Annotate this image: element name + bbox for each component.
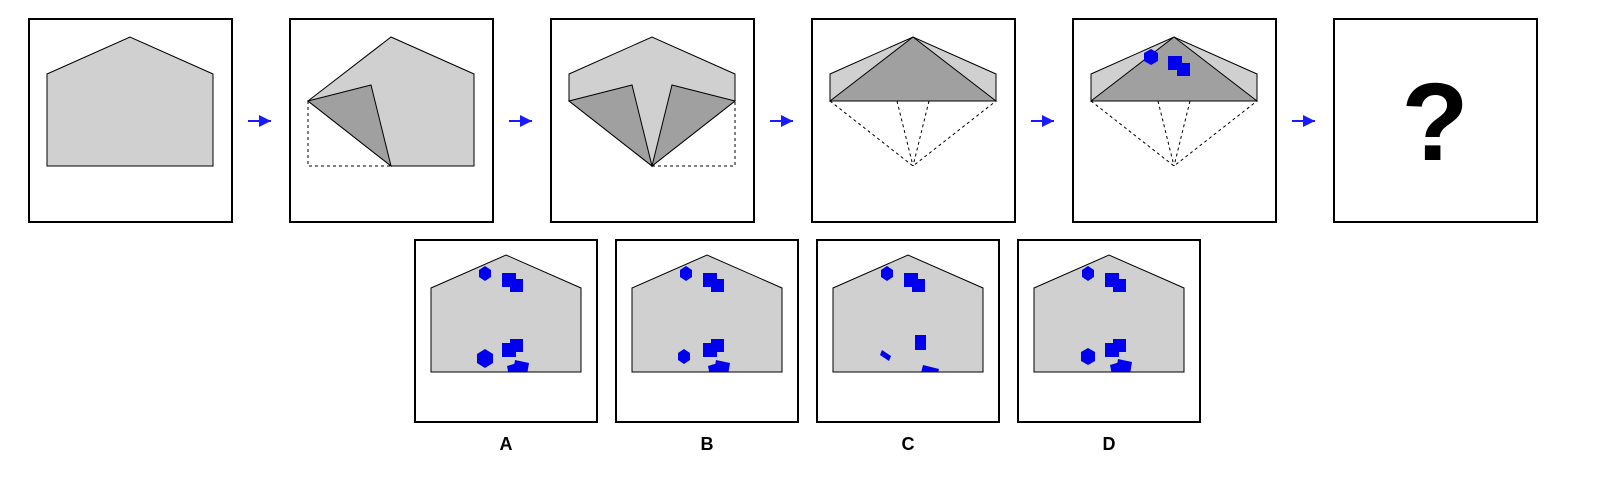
unfolded-paper: [631, 254, 783, 373]
unfolded-paper: [1033, 254, 1185, 373]
option-a[interactable]: A: [414, 239, 598, 454]
step-panel-2: [289, 18, 494, 223]
hexagon-hole: [1144, 49, 1158, 65]
folded-area-outline: [1090, 100, 1258, 167]
question-mark: ?: [1401, 61, 1468, 184]
step-panel-3: [550, 18, 755, 223]
option-b[interactable]: B: [615, 239, 799, 454]
unfolded-paper: [832, 254, 984, 373]
square-hole: [1177, 63, 1190, 76]
folded-flap: [306, 84, 392, 168]
unfolded-paper: [430, 254, 582, 373]
option-c[interactable]: C: [816, 239, 1000, 454]
step-panel-1: [28, 18, 233, 223]
folded-flap: [567, 84, 653, 168]
folded-area-outline: [652, 101, 736, 167]
step-panel-5: [1072, 18, 1277, 223]
question-panel: ?: [1333, 18, 1538, 223]
option-label: A: [500, 434, 513, 454]
folded-area-outline: [307, 101, 391, 167]
folded-flap: [828, 36, 998, 102]
folded-area-outline: [829, 100, 997, 167]
option-label: B: [701, 434, 714, 454]
option-d[interactable]: D: [1017, 239, 1201, 454]
option-label: D: [1103, 434, 1116, 454]
option-label: C: [902, 434, 915, 454]
step-panel-4: [811, 18, 1016, 223]
paper-sheet: [46, 36, 214, 167]
folded-flap: [651, 84, 737, 168]
